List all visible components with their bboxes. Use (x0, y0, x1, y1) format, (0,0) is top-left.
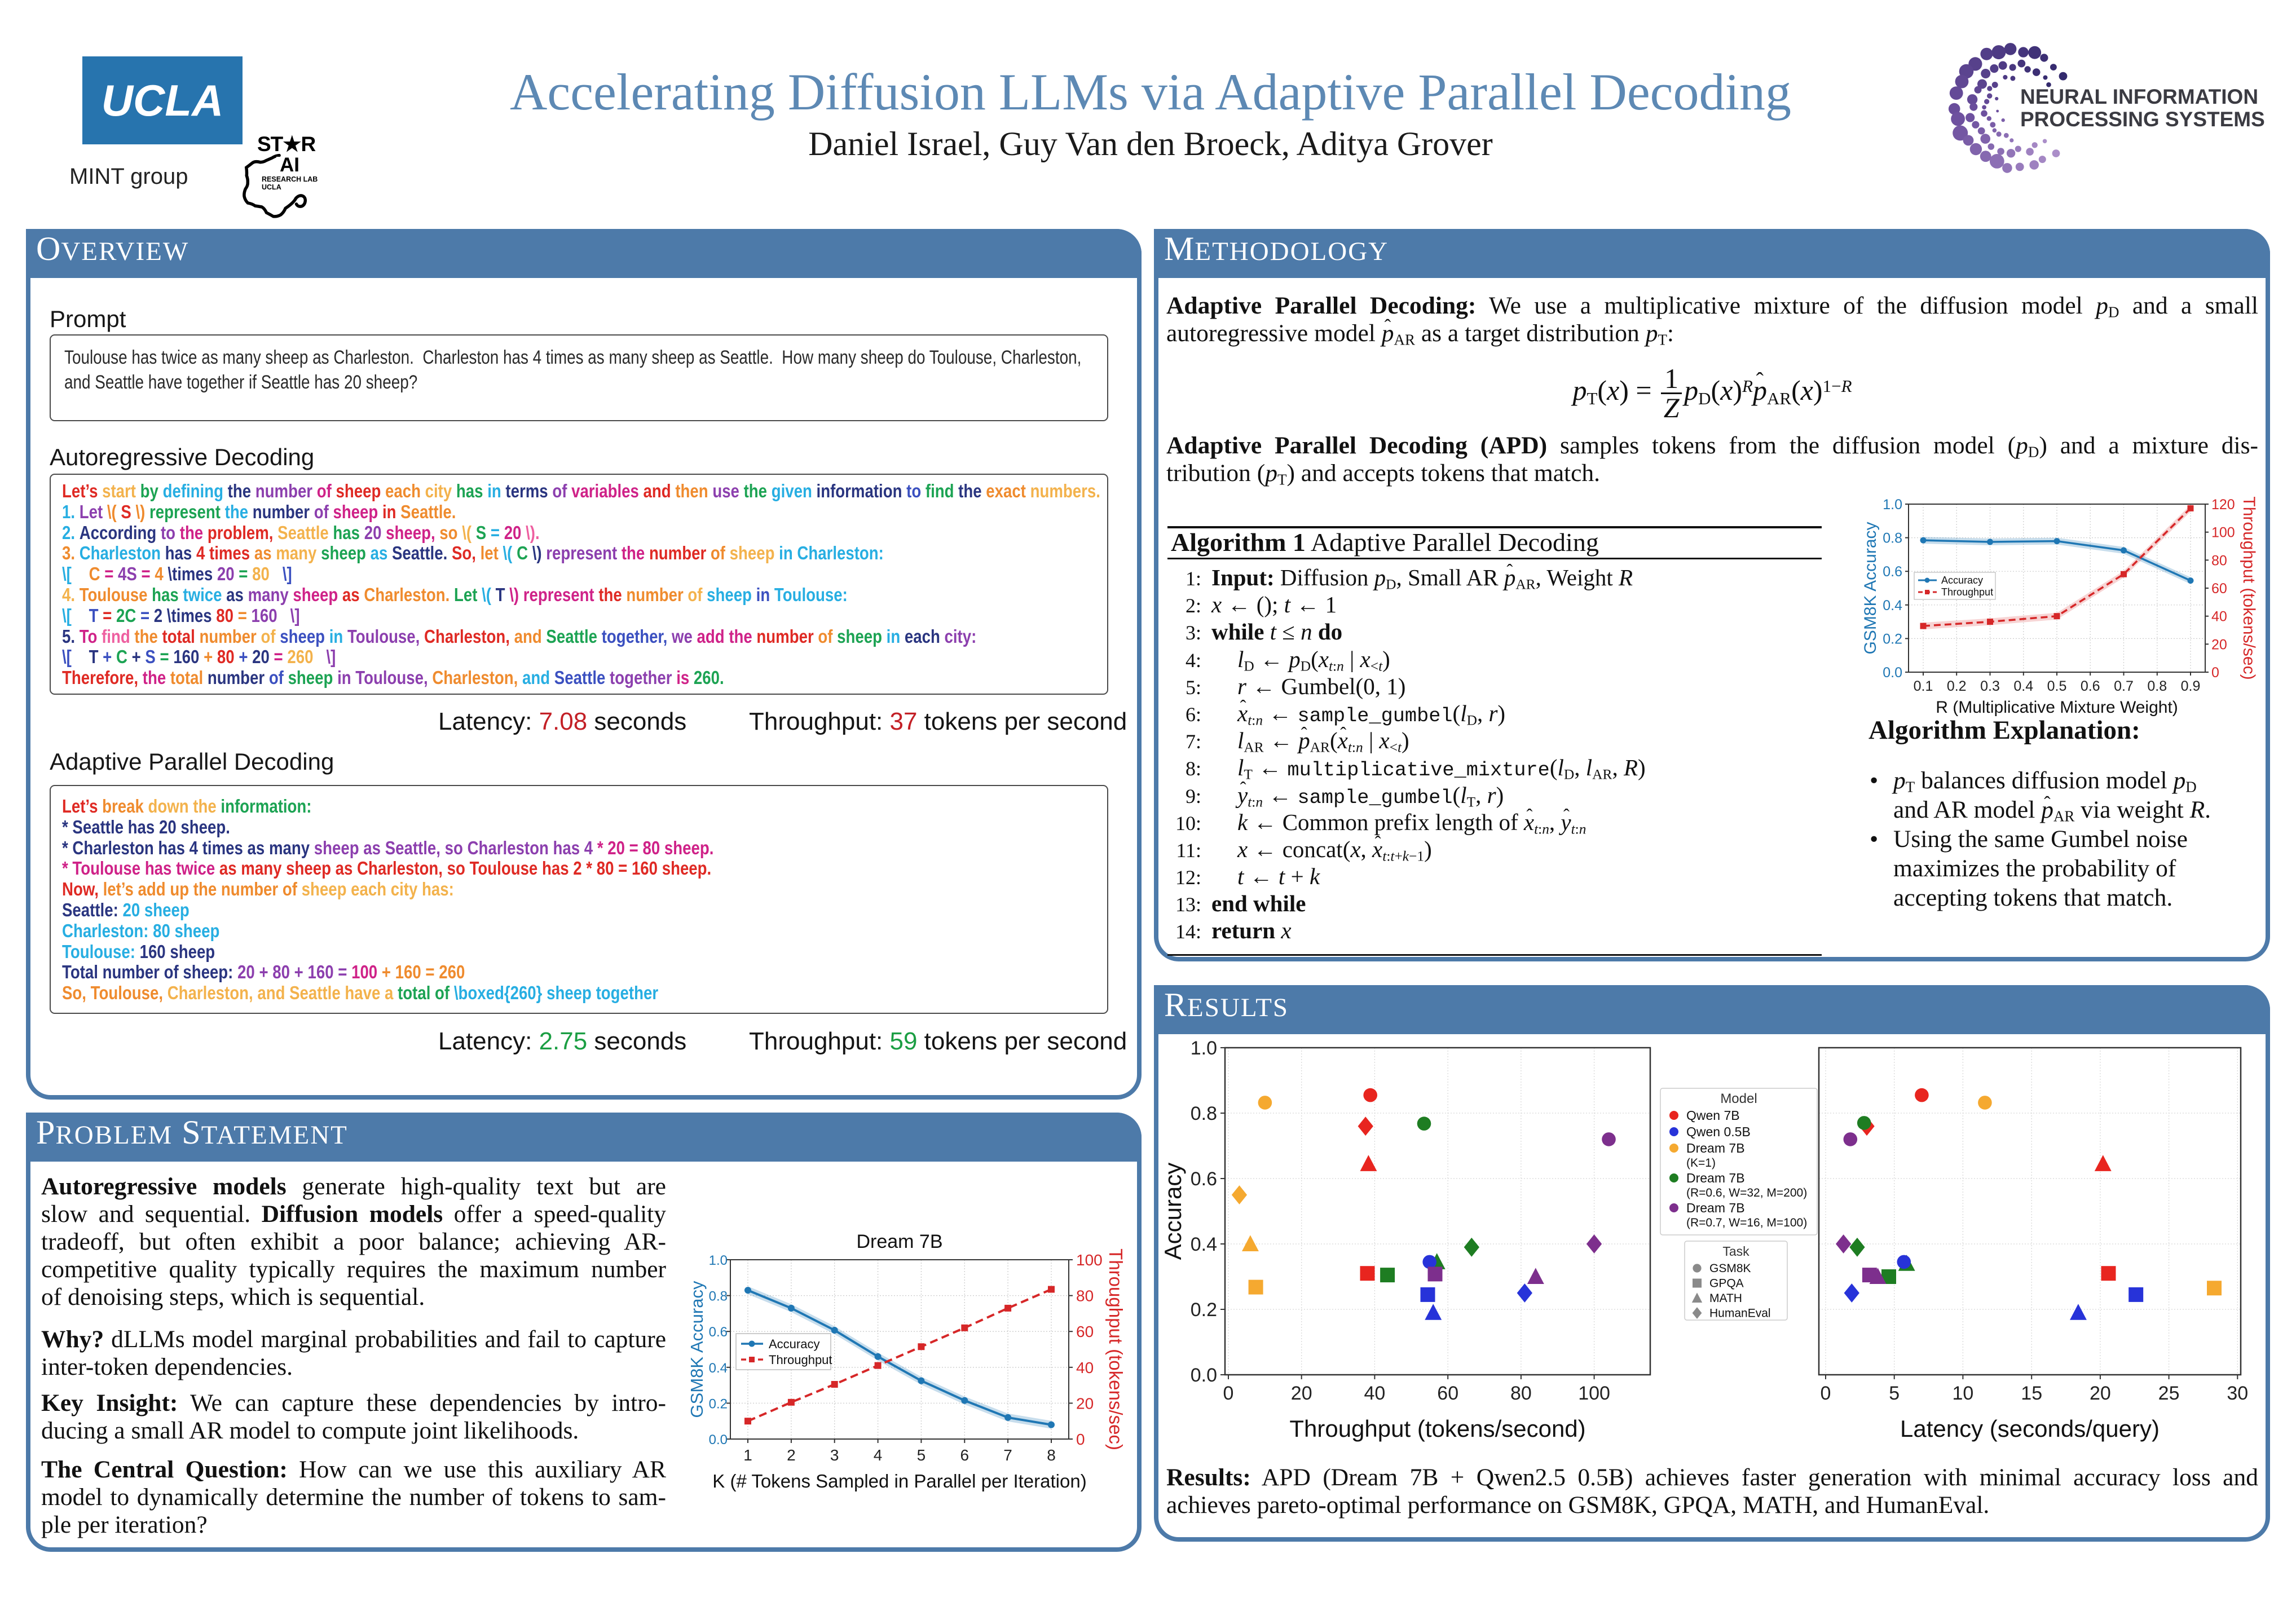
svg-text:Dream 7B: Dream 7B (1686, 1141, 1745, 1155)
svg-text:20: 20 (2211, 637, 2227, 652)
svg-text:40: 40 (2211, 609, 2227, 625)
svg-text:0.8: 0.8 (1883, 531, 1902, 546)
svg-text:PROCESSING SYSTEMS: PROCESSING SYSTEMS (2020, 108, 2265, 131)
svg-text:60: 60 (1076, 1323, 1094, 1340)
svg-text:1.0: 1.0 (709, 1253, 728, 1268)
svg-text:0: 0 (1821, 1383, 1831, 1404)
svg-text:Model: Model (1720, 1091, 1757, 1106)
svg-text:Dream 7B: Dream 7B (1686, 1201, 1745, 1215)
svg-text:Latency (seconds/query): Latency (seconds/query) (1900, 1415, 2160, 1442)
svg-text:80: 80 (2211, 553, 2227, 568)
svg-text:80: 80 (1510, 1383, 1532, 1404)
svg-text:Accuracy: Accuracy (1941, 575, 1983, 586)
svg-text:GSM8K Accuracy: GSM8K Accuracy (1861, 522, 1880, 654)
svg-text:60: 60 (1437, 1383, 1458, 1404)
svg-text:0: 0 (2211, 665, 2219, 681)
svg-text:0.6: 0.6 (2081, 678, 2100, 694)
svg-text:40: 40 (1364, 1383, 1385, 1404)
svg-text:0.4: 0.4 (1191, 1234, 1217, 1255)
svg-text:7: 7 (1003, 1446, 1012, 1464)
svg-text:Qwen 0.5B: Qwen 0.5B (1686, 1124, 1751, 1139)
svg-text:(R=0.6, W=32, M=200): (R=0.6, W=32, M=200) (1686, 1186, 1807, 1199)
svg-text:(K=1): (K=1) (1686, 1157, 1716, 1170)
svg-text:0.8: 0.8 (1191, 1103, 1217, 1124)
svg-text:1.0: 1.0 (1883, 497, 1902, 513)
svg-text:25: 25 (2158, 1383, 2180, 1404)
svg-text:15: 15 (2021, 1383, 2042, 1404)
svg-text:80: 80 (1076, 1287, 1094, 1305)
svg-text:Throughput (tokens/sec): Throughput (tokens/sec) (1105, 1248, 1126, 1450)
svg-text:100: 100 (1578, 1383, 1610, 1404)
svg-text:0.0: 0.0 (1191, 1365, 1217, 1386)
svg-text:R (Multiplicative Mixture Weig: R (Multiplicative Mixture Weight) (1936, 698, 2178, 717)
svg-text:0.4: 0.4 (709, 1361, 728, 1376)
svg-text:RESEARCH LAB: RESEARCH LAB (262, 175, 318, 183)
svg-text:Qwen 7B: Qwen 7B (1686, 1108, 1740, 1123)
svg-text:120: 120 (2211, 497, 2235, 513)
svg-text:HumanEval: HumanEval (1709, 1307, 1771, 1320)
svg-text:0.0: 0.0 (1883, 665, 1902, 681)
svg-text:GSM8K Accuracy: GSM8K Accuracy (687, 1281, 707, 1418)
svg-text:0.5: 0.5 (2047, 678, 2067, 694)
svg-text:0.3: 0.3 (1980, 678, 2000, 694)
svg-text:ST★R: ST★R (257, 133, 315, 156)
svg-text:0.9: 0.9 (2181, 678, 2201, 694)
svg-text:5: 5 (917, 1446, 926, 1464)
svg-text:AI: AI (280, 154, 299, 176)
svg-text:8: 8 (1047, 1446, 1056, 1464)
svg-text:Throughput: Throughput (1941, 586, 1993, 598)
svg-text:0.2: 0.2 (1883, 631, 1902, 647)
svg-text:0.1: 0.1 (1914, 678, 1933, 694)
svg-text:Task: Task (1722, 1244, 1749, 1259)
svg-text:5: 5 (1889, 1383, 1900, 1404)
svg-text:40: 40 (1076, 1359, 1094, 1376)
svg-text:Accuracy: Accuracy (769, 1337, 819, 1351)
svg-text:GPQA: GPQA (1709, 1277, 1744, 1290)
svg-text:60: 60 (2211, 581, 2227, 597)
svg-text:0.2: 0.2 (1191, 1299, 1217, 1321)
svg-text:2: 2 (787, 1446, 796, 1464)
svg-text:K (# Tokens Sampled in Paralle: K (# Tokens Sampled in Parallel per Iter… (712, 1471, 1086, 1491)
svg-text:Throughput: Throughput (769, 1353, 832, 1367)
svg-text:0.6: 0.6 (1191, 1168, 1217, 1190)
svg-text:Dream 7B: Dream 7B (1686, 1171, 1745, 1185)
svg-text:Dream 7B: Dream 7B (856, 1231, 942, 1252)
svg-text:30: 30 (2227, 1383, 2248, 1404)
svg-text:NEURAL INFORMATION: NEURAL INFORMATION (2020, 85, 2258, 108)
svg-text:0.0: 0.0 (709, 1432, 728, 1448)
svg-text:6: 6 (960, 1446, 969, 1464)
svg-text:3: 3 (830, 1446, 839, 1464)
svg-text:20: 20 (2090, 1383, 2111, 1404)
svg-text:0: 0 (1223, 1383, 1234, 1404)
svg-text:MATH: MATH (1709, 1292, 1742, 1305)
svg-text:0.2: 0.2 (709, 1396, 728, 1411)
svg-text:Accuracy: Accuracy (1162, 1163, 1186, 1260)
svg-text:GSM8K: GSM8K (1709, 1262, 1751, 1275)
svg-text:20: 20 (1076, 1394, 1094, 1412)
svg-text:Throughput (tokens/sec): Throughput (tokens/sec) (2240, 496, 2258, 679)
svg-text:0.2: 0.2 (1947, 678, 1967, 694)
svg-text:0: 0 (1076, 1431, 1085, 1448)
svg-text:(R=0.7, W=16, M=100): (R=0.7, W=16, M=100) (1686, 1216, 1807, 1229)
svg-text:0.6: 0.6 (709, 1325, 728, 1340)
svg-text:Throughput (tokens/second): Throughput (tokens/second) (1289, 1415, 1585, 1442)
svg-text:0.4: 0.4 (2013, 678, 2033, 694)
svg-text:0.7: 0.7 (2114, 678, 2134, 694)
svg-text:1: 1 (743, 1446, 752, 1464)
svg-text:0.8: 0.8 (709, 1289, 728, 1304)
svg-text:100: 100 (2211, 525, 2235, 541)
svg-text:20: 20 (1291, 1383, 1312, 1404)
svg-text:0.8: 0.8 (2147, 678, 2167, 694)
svg-text:100: 100 (1076, 1251, 1103, 1269)
svg-text:1.0: 1.0 (1191, 1038, 1217, 1059)
svg-text:10: 10 (1952, 1383, 1973, 1404)
svg-text:0.4: 0.4 (1883, 598, 1902, 614)
svg-text:UCLA: UCLA (262, 183, 281, 191)
svg-text:0.6: 0.6 (1883, 564, 1902, 580)
svg-text:4: 4 (874, 1446, 883, 1464)
